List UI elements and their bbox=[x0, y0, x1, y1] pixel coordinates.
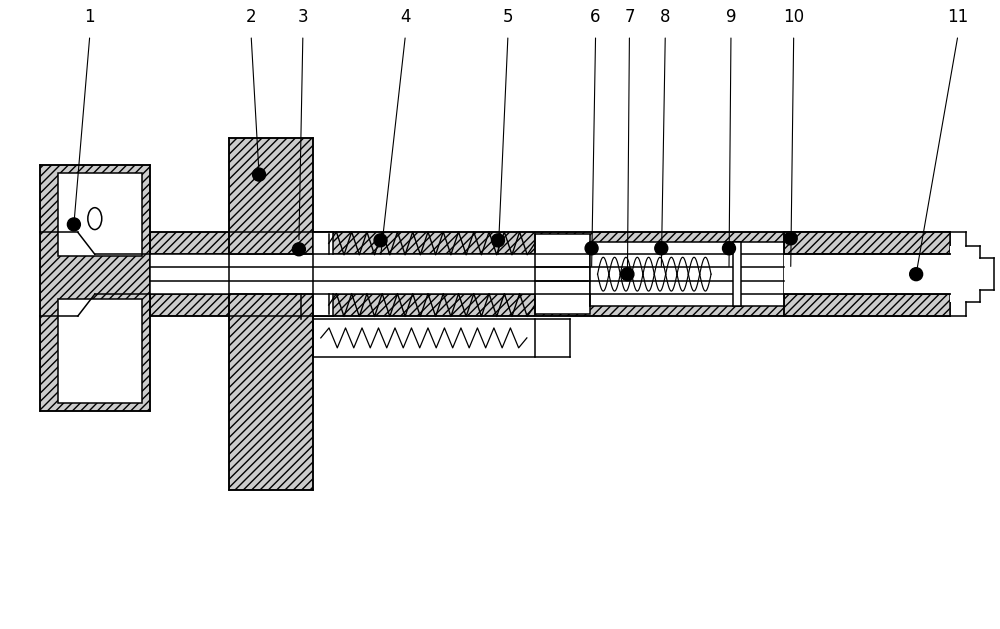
Text: 10: 10 bbox=[783, 8, 804, 26]
Text: 9: 9 bbox=[726, 8, 736, 26]
Text: 6: 6 bbox=[590, 8, 601, 26]
Text: 2: 2 bbox=[246, 8, 256, 26]
Bar bbox=[950, 247, 980, 302]
Text: 11: 11 bbox=[947, 8, 969, 26]
Circle shape bbox=[67, 218, 80, 231]
Bar bbox=[784, 254, 950, 294]
Text: 1: 1 bbox=[85, 8, 95, 26]
Bar bbox=[733, 242, 741, 306]
Circle shape bbox=[910, 268, 923, 281]
Bar bbox=[784, 294, 950, 316]
Bar bbox=[58, 299, 142, 403]
Circle shape bbox=[621, 268, 634, 281]
Text: 7: 7 bbox=[624, 8, 635, 26]
Bar bbox=[150, 232, 950, 254]
Bar bbox=[313, 232, 333, 254]
Circle shape bbox=[723, 242, 735, 255]
Bar bbox=[229, 254, 313, 294]
Bar bbox=[150, 254, 950, 294]
Text: 8: 8 bbox=[660, 8, 671, 26]
Bar bbox=[58, 172, 142, 256]
Bar bbox=[40, 165, 150, 411]
Bar bbox=[966, 259, 994, 290]
Bar bbox=[590, 254, 784, 294]
Ellipse shape bbox=[88, 208, 102, 230]
Circle shape bbox=[784, 232, 797, 245]
Circle shape bbox=[655, 242, 668, 255]
Text: 5: 5 bbox=[503, 8, 513, 26]
Circle shape bbox=[292, 243, 305, 256]
Circle shape bbox=[585, 242, 598, 255]
Text: 4: 4 bbox=[400, 8, 411, 26]
Circle shape bbox=[253, 168, 266, 181]
Bar bbox=[150, 294, 950, 316]
Bar bbox=[313, 294, 333, 316]
Circle shape bbox=[374, 234, 387, 247]
Bar bbox=[313, 319, 535, 357]
Bar bbox=[784, 232, 950, 254]
Bar bbox=[590, 242, 784, 306]
Circle shape bbox=[492, 234, 504, 247]
Bar bbox=[229, 138, 313, 490]
Bar bbox=[535, 235, 590, 314]
Text: 3: 3 bbox=[298, 8, 308, 26]
